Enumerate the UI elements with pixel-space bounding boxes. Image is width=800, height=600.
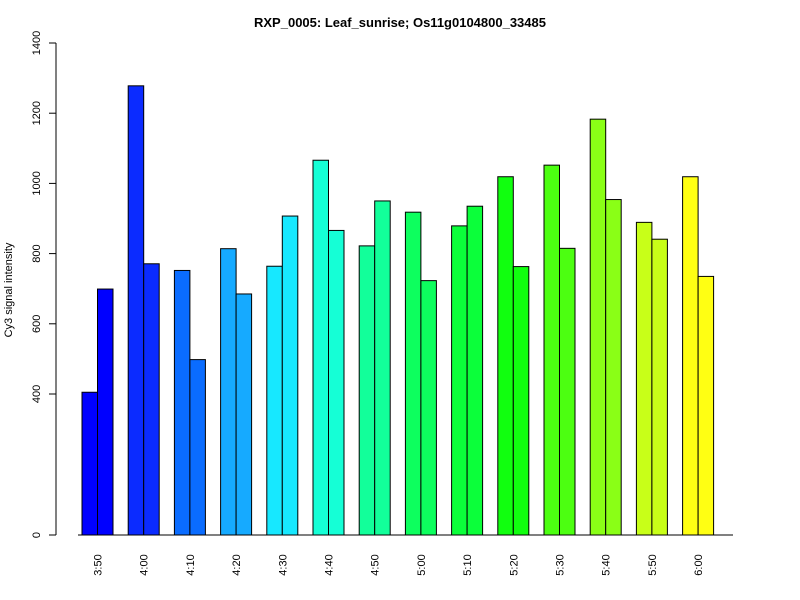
bar — [81, 391, 98, 536]
bar — [651, 238, 668, 536]
bars-group — [81, 85, 715, 536]
bar — [143, 263, 160, 536]
x-tick-label: 5:40 — [601, 554, 613, 575]
bar — [328, 229, 345, 536]
bar — [512, 266, 530, 536]
bar — [697, 275, 715, 536]
bar — [312, 159, 329, 536]
x-tick-label: 5:10 — [462, 554, 474, 575]
bar — [97, 288, 114, 536]
y-tick-label: 0 — [31, 532, 43, 538]
x-tick-label: 5:00 — [416, 554, 428, 575]
x-tick-label: 4:20 — [231, 554, 243, 575]
x-tick-label: 4:30 — [277, 554, 289, 575]
x-tick-label: 4:00 — [139, 554, 151, 575]
bar — [173, 269, 191, 536]
bar — [635, 221, 653, 536]
x-tick-label: 5:30 — [555, 554, 567, 575]
bar — [497, 176, 514, 536]
bar — [281, 215, 299, 536]
y-tick-label: 800 — [31, 244, 43, 262]
chart-title: RXP_0005: Leaf_sunrise; Os11g0104800_334… — [254, 15, 546, 30]
y-tick-label: 600 — [31, 315, 43, 333]
bar — [420, 280, 437, 536]
bar — [682, 176, 699, 536]
bar — [543, 164, 560, 536]
bar — [127, 85, 145, 536]
bar — [589, 118, 607, 536]
y-tick-label: 1000 — [31, 171, 43, 195]
x-tick-label: 4:50 — [370, 554, 382, 575]
bar — [220, 248, 237, 536]
y-tick-label: 400 — [31, 385, 43, 403]
bar — [404, 211, 422, 536]
y-tick-label: 1200 — [31, 101, 43, 125]
bar — [466, 205, 484, 536]
y-tick-label: 1400 — [31, 31, 43, 55]
bar — [266, 265, 283, 536]
bar — [559, 247, 576, 536]
x-tick-label: 4:40 — [324, 554, 336, 575]
x-axis-labels: 3:50 4:00 4:10 4:20 4:30 4:40 4:50 5:00 5:10 5:20… — [93, 554, 706, 575]
bar — [358, 245, 376, 536]
y-axis: 0 400 600 800 1000 1200 1400 — [31, 31, 57, 538]
bar — [374, 200, 391, 536]
x-tick-label: 4:10 — [185, 554, 197, 575]
bar — [605, 199, 622, 536]
y-axis-label: Cy3 signal intensity — [3, 242, 15, 337]
x-tick-label: 3:50 — [93, 554, 105, 575]
bar — [451, 225, 468, 536]
x-tick-label: 6:00 — [693, 554, 705, 575]
x-tick-label: 5:50 — [647, 554, 659, 575]
x-tick-label: 5:20 — [508, 554, 520, 575]
bar — [189, 359, 206, 536]
bar — [235, 293, 253, 536]
